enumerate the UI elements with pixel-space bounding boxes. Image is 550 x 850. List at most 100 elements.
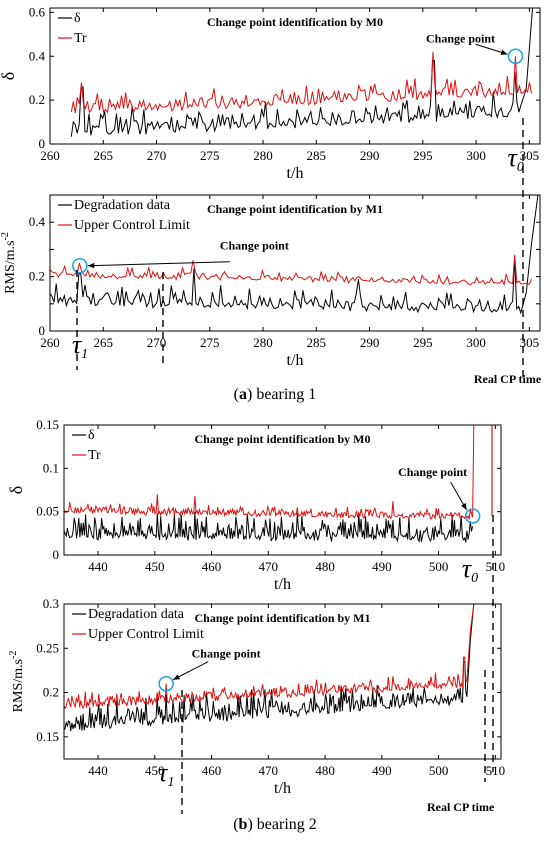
x-tick-label: 510 (486, 763, 506, 778)
y-tick-label: 0.05 (36, 504, 59, 519)
legend-entry: Upper Control Limit (74, 218, 190, 233)
change-time-subscript: 1 (167, 775, 174, 790)
legend-entry: Degradation data (88, 607, 185, 622)
change-point-arrowhead (461, 503, 467, 510)
caption-a-text: bearing 1 (256, 386, 317, 403)
x-tick-label: 510 (486, 559, 506, 574)
real-cp-label: Real CP time (427, 800, 495, 814)
change-point-arrow (87, 261, 230, 267)
change-point-arrowhead (87, 262, 95, 269)
series-line-threshold (64, 604, 475, 710)
series-line-signal (64, 604, 475, 732)
x-tick-label: 295 (413, 148, 433, 163)
series-line-signal (64, 511, 474, 543)
y-tick-label: 0.2 (43, 685, 59, 700)
change-point-label: Change point (220, 239, 289, 253)
y-axis-label: δ (0, 72, 18, 80)
y-tick-label: 0.4 (29, 214, 46, 229)
x-tick-label: 480 (315, 763, 335, 778)
change-point-arrow (172, 661, 209, 681)
legend-entry: Degradation data (74, 198, 171, 213)
x-axis-label: t/h (274, 576, 291, 593)
y-tick-label: 0.3 (43, 596, 59, 611)
x-tick-label: 300 (466, 148, 486, 163)
y-axis-label-exponent: -2 (0, 232, 11, 240)
y-tick-label: 0.2 (29, 92, 45, 107)
x-tick-label: 300 (466, 335, 486, 350)
x-tick-label: 440 (88, 559, 108, 574)
y-tick-label: 0.15 (36, 729, 59, 744)
legend-entry: Upper Control Limit (88, 627, 204, 642)
chart-1: 260 265 270 275 280 285 290 295 300 30500.20.40.6… (0, 4, 541, 182)
y-tick-label: 0.25 (36, 640, 59, 655)
y-tick-label: 0 (39, 323, 46, 338)
caption-b-letter: b (238, 816, 248, 833)
x-tick-label: 270 (147, 148, 167, 163)
x-tick-label: 290 (360, 335, 380, 350)
x-axis-label: t/h (287, 165, 304, 182)
caption-a: (a) bearing 1 (233, 386, 317, 403)
change-time-symbol: τ1 (72, 330, 88, 362)
x-tick-label: 450 (145, 559, 165, 574)
series-line-signal (70, 8, 533, 137)
real-cp-label: Real CP time (474, 372, 542, 386)
caption-b-text: bearing 2 (256, 816, 317, 833)
x-tick-label: 460 (202, 763, 222, 778)
change-point-label: Change point (426, 31, 495, 45)
y-axis-label: δ (6, 486, 26, 494)
x-tick-label: 265 (94, 335, 114, 350)
x-tick-label: 460 (202, 559, 222, 574)
x-tick-label: 260 (40, 148, 60, 163)
change-point-marker (464, 508, 481, 524)
chart-title: Change point identification by M0 (207, 15, 383, 29)
x-tick-label: 290 (360, 148, 380, 163)
change-time-subscript: 0 (471, 571, 478, 586)
x-tick-label: 450 (145, 763, 165, 778)
chart-title: Change point identification by M1 (194, 611, 370, 625)
x-tick-label: 470 (259, 763, 279, 778)
x-tick-label: 280 (253, 148, 273, 163)
plot-frame (63, 424, 502, 556)
chart-title: Change point identification by M1 (207, 202, 383, 216)
y-axis-label: RMS/m.s-2 (0, 232, 18, 294)
change-time-symbol: τ0 (462, 554, 478, 586)
y-tick-label: 0.15 (36, 417, 59, 432)
x-tick-label: 500 (429, 763, 449, 778)
x-tick-label: 490 (372, 763, 392, 778)
caption-a-letter: a (239, 386, 247, 403)
change-point-arrowhead (173, 674, 181, 680)
chart-title: Change point identification by M0 (194, 432, 370, 446)
chart-3: 440 450 460 470 480 490 500 510 0 0.05 0.1 0.15 t/h δ… (6, 417, 505, 593)
x-tick-label: 305 (520, 148, 540, 163)
change-point-marker (72, 257, 88, 274)
x-tick-label: 480 (315, 559, 335, 574)
legend-entry: δ (88, 428, 95, 443)
x-tick-label: 285 (307, 148, 327, 163)
legend-entry: Tr (88, 448, 101, 463)
x-tick-label: 285 (307, 335, 327, 350)
chart-4: 440 450 460 470 480 490 500 510 0.15 0.2 0.25 0.3 t/… (8, 596, 505, 814)
x-tick-label: 260 (40, 335, 60, 350)
x-tick-label: 500 (429, 559, 449, 574)
x-tick-label: 490 (372, 559, 392, 574)
plot-frame (49, 194, 541, 332)
y-tick-label: 0 (39, 136, 46, 151)
chart-2: 260 265 270 275 280 285 290 295 300 305 0 0.2 0.4 t/h… (0, 194, 542, 386)
x-tick-label: 275 (200, 335, 220, 350)
series-line-signal (50, 195, 539, 315)
y-tick-label: 0.6 (29, 4, 46, 19)
x-tick-label: 305 (520, 335, 540, 350)
y-tick-label: 0.2 (29, 269, 45, 284)
series-line-threshold (64, 425, 475, 521)
change-point-marker (158, 675, 174, 692)
change-time-subscript: 0 (517, 160, 524, 175)
y-tick-label: 0.4 (29, 48, 46, 63)
x-tick-label: 440 (88, 763, 108, 778)
change-time-subscript: 1 (81, 347, 88, 362)
legend-entry: Tr (74, 31, 87, 46)
change-point-label: Change point (192, 647, 261, 661)
x-tick-label: 265 (94, 148, 114, 163)
change-point-marker (507, 48, 524, 65)
